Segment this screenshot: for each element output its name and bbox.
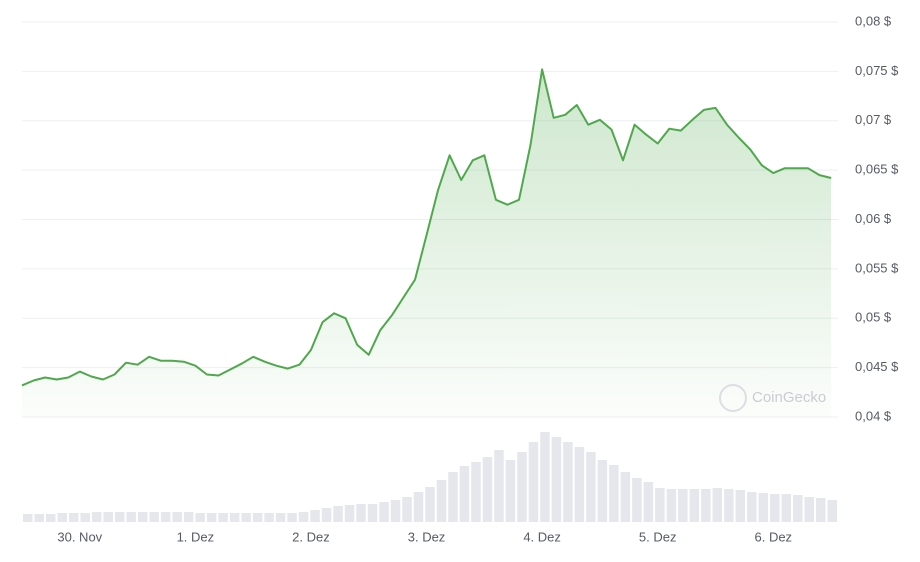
volume-bar [425,487,435,522]
volume-bar [505,460,516,522]
volume-bar [827,500,837,522]
volume-bar [218,513,228,522]
y-tick-label: 0,05 $ [855,310,892,325]
x-tick-label: 2. Dez [292,529,330,544]
volume-bar [574,447,585,522]
volume-bar [586,452,596,522]
price-line [21,68,832,387]
volume-bar [114,512,125,522]
volume-bar [632,478,642,522]
volume-bar [666,489,677,522]
volume-bar [551,437,562,522]
y-tick-label: 0,04 $ [855,408,892,423]
volume-bar [298,512,309,522]
volume-bar [390,500,401,522]
x-tick-label: 4. Dez [523,529,561,544]
volume-bar [126,512,136,522]
volume-bar [735,490,746,522]
volume-bar [609,465,619,522]
y-tick-label: 0,07 $ [855,112,892,127]
volume-bar [540,432,550,522]
volume-bar [804,497,815,522]
volume-bar [459,466,470,522]
x-tick-label: 3. Dez [408,529,446,544]
volume-bar [770,494,780,522]
volume-bar [172,512,182,522]
volume-bar [91,512,102,522]
y-tick-label: 0,055 $ [855,260,899,275]
volume-bar [597,460,608,522]
volume-bar [655,488,665,522]
volume-bar [528,442,539,522]
volume-bar [137,512,148,522]
volume-bar [229,513,240,522]
volume-bar [436,480,447,522]
y-tick-label: 0,065 $ [855,162,899,177]
volume-bar [781,494,792,522]
volume-bar [310,510,320,522]
volume-bar [712,488,723,522]
volume-bar [287,513,297,522]
volume-bar [264,513,274,522]
volume-bar [241,513,251,522]
volume-bar [620,472,631,522]
y-tick-label: 0,08 $ [855,13,892,28]
watermark-text: CoinGecko [752,389,826,406]
volume-bar [160,512,171,522]
x-tick-label: 5. Dez [639,529,677,544]
volume-bar [402,497,412,522]
volume-bar [103,512,113,522]
volume-bar [517,452,527,522]
volume-bar [793,495,803,522]
volume-bar [367,504,378,522]
volume-bar [678,489,688,522]
volume-bar [816,498,826,522]
x-tick-label: 6. Dez [754,529,792,544]
volume-bar [183,512,194,522]
area-fill [22,69,832,418]
volume-bar [563,442,573,522]
volume-bar [344,505,355,522]
volume-bar [379,502,389,522]
volume-bar [149,512,159,522]
volume-bar [80,513,90,522]
volume-bar [758,493,769,522]
volume-bar [701,489,711,522]
volume-bar [321,508,332,522]
volume-bar [252,513,263,522]
volume-bar [448,472,458,522]
volume-bar [57,513,67,522]
volume-bar [413,492,424,522]
y-tick-label: 0,075 $ [855,63,899,78]
volume-bar [747,492,757,522]
volume-bar [643,482,654,522]
x-tick-label: 1. Dez [177,529,215,544]
volume-bar [724,489,734,522]
volume-bar [275,513,286,522]
volume-bar [68,513,79,522]
volume-bar [494,450,504,522]
volume-bar [23,514,33,522]
volume-bar [356,504,366,522]
volume-bar [471,462,481,522]
volume-bar [206,513,217,522]
volume-bar [482,457,493,522]
y-tick-label: 0,045 $ [855,359,899,374]
volume-bar [689,489,700,522]
volume-bar [195,513,205,522]
volume-bar [333,506,343,522]
x-tick-label: 30. Nov [57,529,102,544]
volume-bar [45,514,56,522]
y-tick-label: 0,06 $ [855,211,892,226]
watermark: CoinGecko [719,384,826,412]
volume-bar [34,514,44,522]
